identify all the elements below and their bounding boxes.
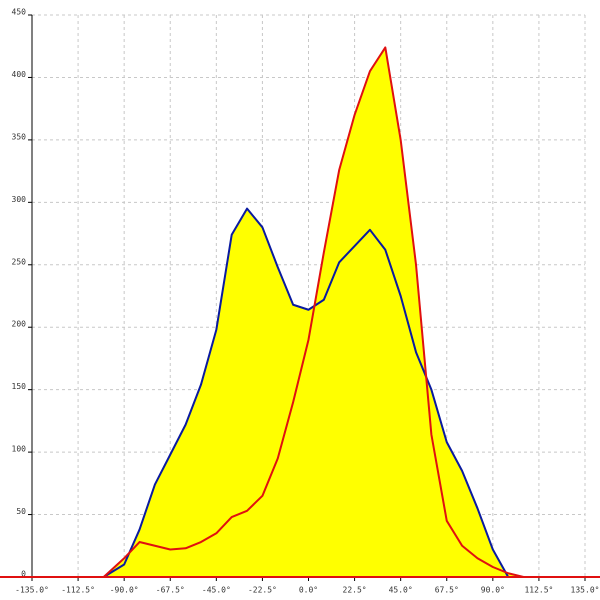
- y-tick-label: 250: [12, 257, 27, 266]
- line: [103, 46, 524, 578]
- y-tick-label: 200: [12, 320, 27, 329]
- line: [103, 207, 510, 578]
- x-tick-label: -135.0°: [15, 586, 49, 595]
- x-tick-label: 112.5°: [524, 586, 553, 595]
- y-tick-label: 400: [12, 70, 27, 79]
- x-tick-label: -22.5°: [248, 586, 277, 595]
- x-tick-label: 135.0°: [571, 586, 600, 595]
- y-tick-label: 350: [12, 132, 27, 141]
- x-tick-label: -90.0°: [110, 586, 139, 595]
- x-tick-label: 67.5°: [435, 586, 459, 595]
- x-tick-label: 90.0°: [481, 586, 505, 595]
- x-tick-label: -45.0°: [202, 586, 231, 595]
- x-tick-label: 0.0°: [299, 586, 318, 595]
- y-tick-label: 150: [12, 382, 27, 391]
- y-tick-label: 50: [16, 507, 26, 516]
- y-tick-label: 100: [12, 445, 27, 454]
- y-tick-label: 300: [12, 195, 27, 204]
- y-tick-label: 0: [21, 570, 26, 579]
- x-tick-label: 22.5°: [343, 586, 367, 595]
- x-tick-label: 45.0°: [389, 586, 413, 595]
- y-tick-label: 450: [12, 8, 27, 17]
- x-tick-label: -67.5°: [156, 586, 185, 595]
- x-tick-label: -112.5°: [61, 586, 95, 595]
